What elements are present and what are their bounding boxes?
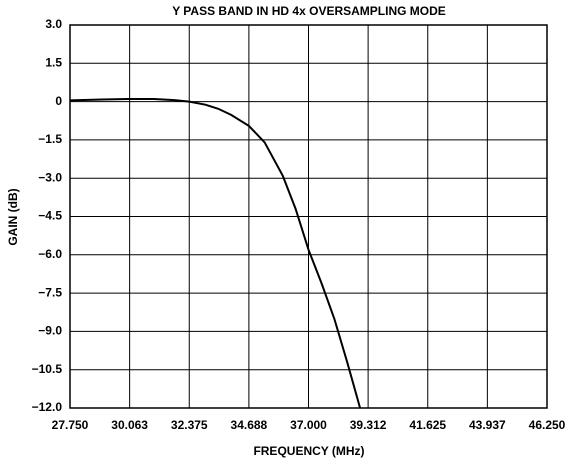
x-axis-label: FREQUENCY (MHz)	[253, 444, 364, 458]
y-tick-label: −9.0	[38, 324, 62, 338]
y-tick-label: −1.5	[38, 132, 62, 146]
y-axis-label: GAIN (dB)	[6, 188, 20, 245]
x-tick-label: 43.937	[469, 418, 506, 432]
y-tick-label: −6.0	[38, 247, 62, 261]
y-tick-label: −3.0	[38, 170, 62, 184]
x-tick-label: 30.063	[111, 418, 148, 432]
x-tick-label: 27.750	[52, 418, 89, 432]
y-tick-label: 1.5	[45, 55, 62, 69]
line-series	[69, 98, 362, 409]
x-tick-label: 34.688	[231, 418, 268, 432]
chart-title: Y PASS BAND IN HD 4x OVERSAMPLING MODE	[172, 4, 446, 18]
x-tick-label: 41.625	[409, 418, 446, 432]
x-tick-label: 37.000	[290, 418, 327, 432]
y-tick-label: −7.5	[38, 285, 62, 299]
x-tick-label: 39.312	[350, 418, 387, 432]
plot-frame	[69, 24, 548, 409]
y-tick-label: −12.0	[32, 400, 63, 414]
y-tick-label: −10.5	[32, 362, 63, 376]
x-tick-label: 32.375	[171, 418, 208, 432]
y-tick-label: 3.0	[45, 17, 62, 31]
y-tick-label: 0	[55, 94, 62, 108]
x-tick-label: 46.250	[529, 418, 566, 432]
y-tick-label: −4.5	[38, 209, 62, 223]
